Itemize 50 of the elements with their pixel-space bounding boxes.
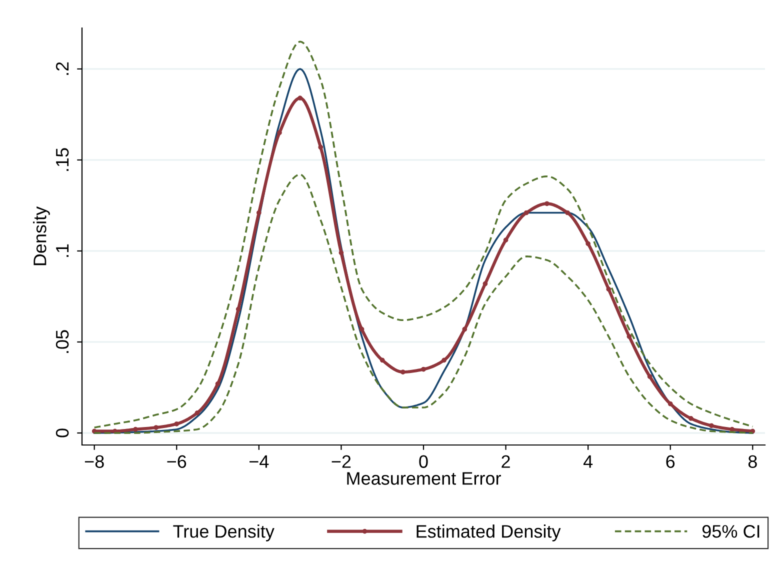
point <box>133 426 138 432</box>
point <box>298 96 302 101</box>
x-tick-label: −4 <box>250 455 269 468</box>
point <box>482 281 488 286</box>
y-tick-label: .1 <box>56 244 69 257</box>
point <box>421 366 426 372</box>
point <box>194 410 200 416</box>
x-tick-label: −6 <box>167 455 186 468</box>
point <box>626 334 632 339</box>
legend-label: 95% CI <box>702 525 760 538</box>
x-axis-title: Measurement Error <box>347 472 501 485</box>
point <box>524 210 529 216</box>
point <box>236 306 241 312</box>
point <box>359 326 364 332</box>
point <box>215 381 220 386</box>
point <box>586 241 591 246</box>
y-tick-label: .2 <box>56 62 69 75</box>
point <box>92 428 97 434</box>
point <box>709 423 714 428</box>
x-tick-label: 2 <box>502 455 510 468</box>
point <box>318 144 324 150</box>
point <box>730 426 735 432</box>
x-tick-label: 0 <box>419 455 428 468</box>
point <box>606 286 612 292</box>
point <box>277 130 282 136</box>
point <box>565 210 570 216</box>
point <box>442 358 447 363</box>
point <box>174 421 180 426</box>
x-tick-label: 4 <box>583 455 593 468</box>
y-axis-title: Density <box>33 206 50 266</box>
point <box>154 425 158 430</box>
point <box>462 326 468 332</box>
x-tick-label: 6 <box>666 455 675 468</box>
legend-label: True Density <box>173 524 274 542</box>
point <box>688 416 694 421</box>
point <box>400 370 406 374</box>
point <box>338 250 344 256</box>
point <box>380 358 385 363</box>
point <box>544 201 550 206</box>
y-tick-label: .15 <box>56 148 69 171</box>
x-tick-label: −8 <box>84 455 104 468</box>
point <box>503 238 508 242</box>
y-tick-label: .05 <box>56 330 69 353</box>
point <box>668 401 673 406</box>
x-tick-label: −2 <box>332 455 351 468</box>
y-tick-label: 0 <box>56 428 69 438</box>
legend-label: Estimated Density <box>416 524 561 542</box>
x-tick-label: 8 <box>748 455 757 468</box>
point <box>256 210 262 216</box>
point <box>647 374 652 379</box>
